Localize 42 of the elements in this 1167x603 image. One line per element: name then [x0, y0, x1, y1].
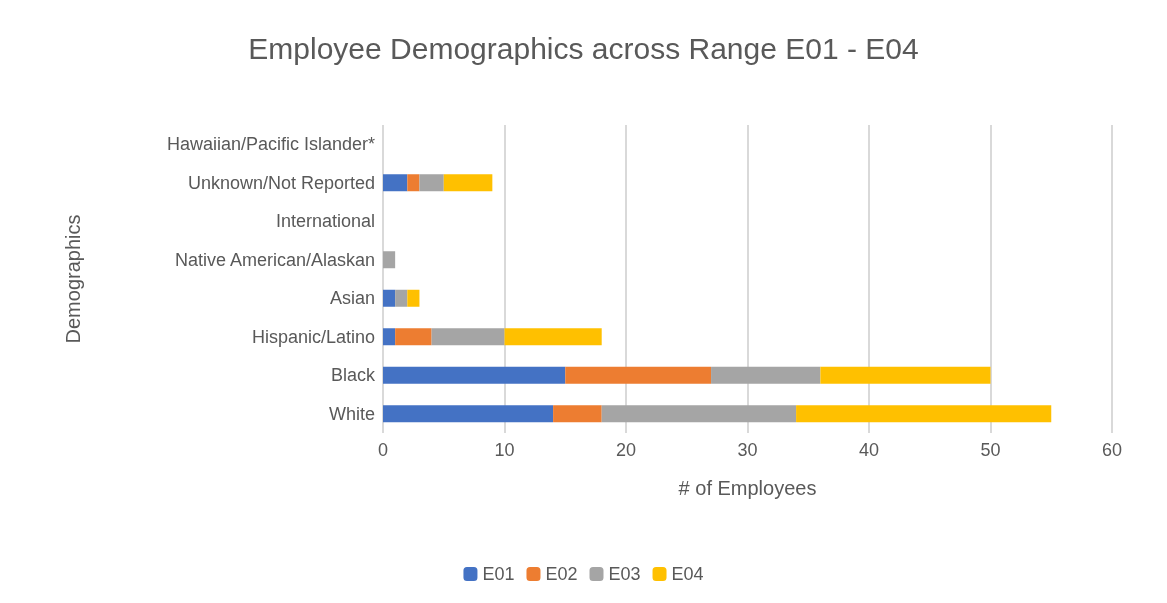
legend-label: E03 — [608, 564, 641, 584]
x-axis-title: # of Employees — [678, 477, 817, 499]
y-tick-label: Hawaiian/Pacific Islander* — [166, 134, 375, 155]
x-tick-label: 50 — [980, 440, 1001, 460]
x-tick-label: 10 — [494, 440, 515, 460]
y-tick-label: Unknown/Not Reported — [187, 172, 375, 193]
y-tick-label: Hispanic/Latino — [251, 326, 375, 347]
bar — [395, 289, 408, 307]
bar — [395, 328, 432, 346]
x-tick-label: 60 — [1101, 440, 1123, 460]
bar — [553, 405, 602, 423]
y-tick-label: Black — [330, 365, 376, 386]
chart-title: Employee Demographics across Range E01 - E04 — [248, 31, 919, 65]
bar — [711, 366, 821, 384]
legend-label: E02 — [545, 564, 578, 584]
bar — [796, 405, 1052, 423]
y-axis-title: Demographics — [62, 214, 84, 344]
bar — [407, 174, 420, 192]
x-tick-label: 30 — [737, 440, 758, 460]
x-tick-label: 0 — [377, 440, 389, 460]
y-tick-label: Asian — [329, 288, 375, 309]
bar — [407, 289, 420, 307]
bar — [419, 174, 444, 192]
bar — [565, 366, 712, 384]
bar — [431, 328, 505, 346]
y-tick-label: Native American/Alaskan — [174, 249, 375, 270]
legend-label: E01 — [482, 564, 515, 584]
bar — [383, 405, 554, 423]
legend-label: E04 — [671, 564, 704, 584]
bar — [383, 174, 408, 192]
bar — [443, 174, 493, 192]
x-tick-label: 20 — [615, 440, 637, 460]
bar — [383, 251, 396, 269]
y-tick-label: International — [275, 211, 375, 232]
x-tick-label: 40 — [858, 440, 880, 460]
bar — [820, 366, 991, 384]
bar — [383, 328, 396, 346]
bar — [504, 328, 602, 346]
bar — [383, 366, 566, 384]
y-tick-label: White — [328, 403, 375, 424]
bar — [383, 289, 396, 307]
bar — [601, 405, 797, 423]
